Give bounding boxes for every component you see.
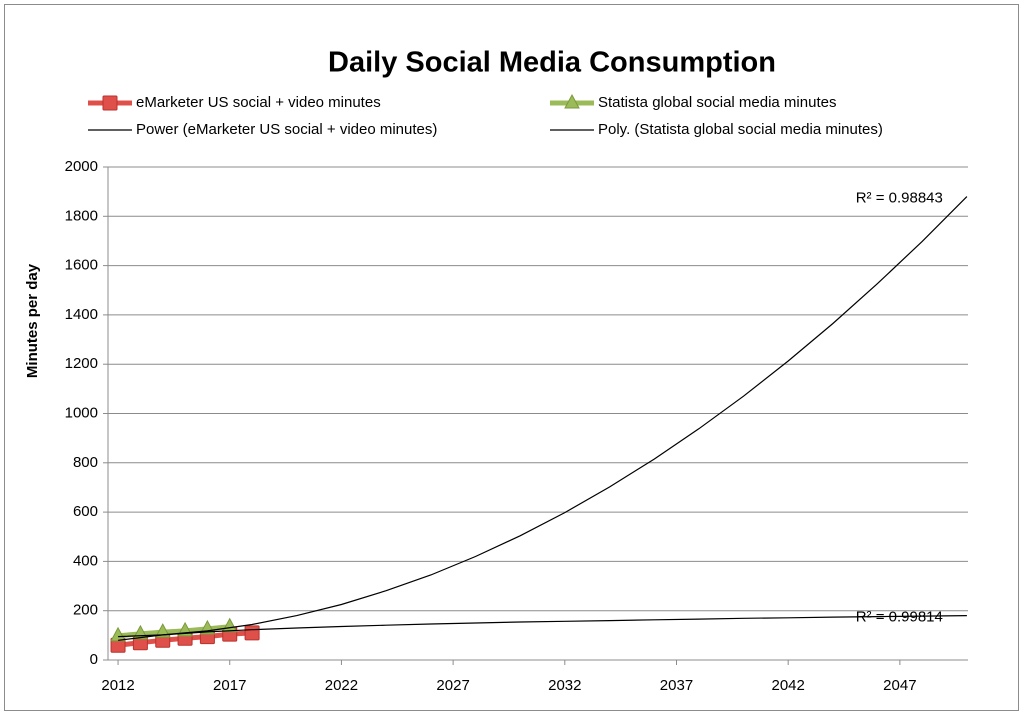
trend-line bbox=[118, 196, 968, 638]
y-tick-label: 2000 bbox=[65, 158, 98, 175]
y-tick-label: 1800 bbox=[65, 207, 98, 224]
annotation: R² = 0.99814 bbox=[856, 609, 943, 626]
y-tick-label: 400 bbox=[73, 552, 98, 569]
y-tick-label: 1600 bbox=[65, 257, 98, 274]
y-tick-label: 200 bbox=[73, 602, 98, 619]
y-tick-label: 800 bbox=[73, 454, 98, 471]
y-tick-label: 600 bbox=[73, 503, 98, 520]
legend-label: eMarketer US social + video minutes bbox=[136, 94, 381, 111]
y-tick-label: 1000 bbox=[65, 404, 98, 421]
x-tick-label: 2022 bbox=[325, 677, 358, 694]
x-tick-label: 2017 bbox=[213, 677, 246, 694]
x-tick-label: 2047 bbox=[883, 677, 916, 694]
x-tick-label: 2032 bbox=[548, 677, 581, 694]
annotation: R² = 0.98843 bbox=[856, 190, 943, 207]
y-tick-label: 0 bbox=[90, 651, 98, 668]
y-tick-label: 1200 bbox=[65, 355, 98, 372]
legend-marker bbox=[102, 95, 118, 111]
x-tick-label: 2037 bbox=[660, 677, 693, 694]
chart-border bbox=[4, 4, 1019, 711]
data-point bbox=[110, 626, 126, 642]
legend-label: Poly. (Statista global social media minu… bbox=[598, 121, 883, 138]
chart-title: Daily Social Media Consumption bbox=[328, 47, 776, 79]
y-tick-label: 1400 bbox=[65, 306, 98, 323]
trend-line bbox=[118, 615, 967, 641]
y-axis-title: Minutes per day bbox=[24, 263, 41, 378]
x-tick-label: 2012 bbox=[101, 677, 134, 694]
legend-marker bbox=[564, 93, 580, 109]
x-tick-label: 2027 bbox=[436, 677, 469, 694]
data-point bbox=[244, 625, 260, 641]
x-tick-label: 2042 bbox=[771, 677, 804, 694]
legend-label: Power (eMarketer US social + video minut… bbox=[136, 121, 437, 138]
legend-label: Statista global social media minutes bbox=[598, 94, 836, 111]
data-point bbox=[154, 623, 171, 638]
